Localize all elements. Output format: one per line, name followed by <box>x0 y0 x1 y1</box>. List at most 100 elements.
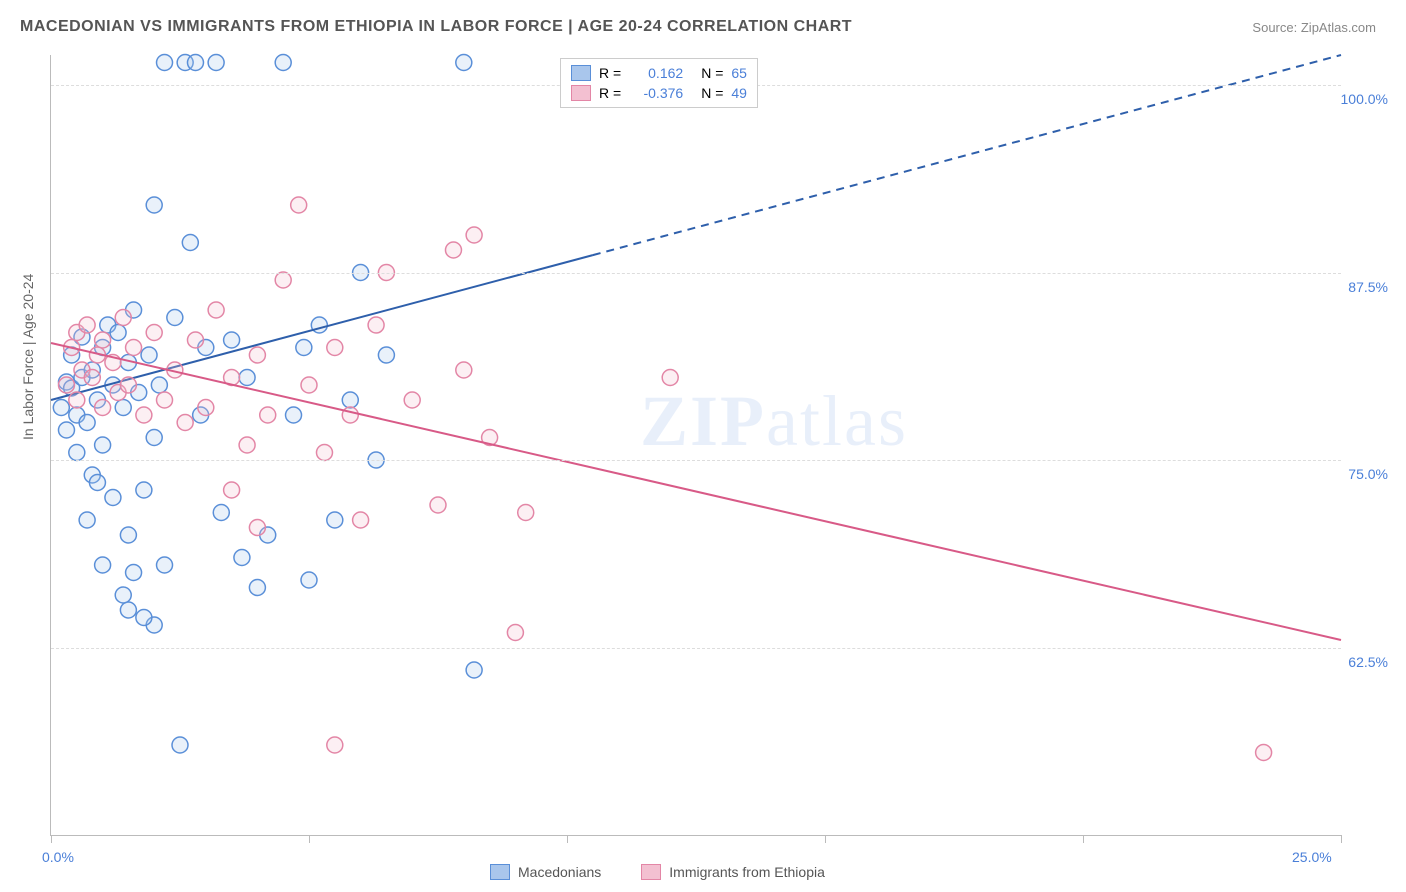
scatter-point <box>115 587 131 603</box>
scatter-point <box>187 55 203 71</box>
correlation-legend: R = 0.162 N = 65 R = -0.376 N = 49 <box>560 58 758 108</box>
scatter-point <box>430 497 446 513</box>
scatter-point <box>120 602 136 618</box>
scatter-point <box>110 325 126 341</box>
scatter-point <box>234 550 250 566</box>
xtick-label: 0.0% <box>42 849 74 865</box>
scatter-point <box>172 737 188 753</box>
scatter-point <box>105 490 121 506</box>
scatter-point <box>378 347 394 363</box>
scatter-point <box>141 347 157 363</box>
gridline <box>51 273 1341 274</box>
r-value-2: -0.376 <box>629 85 683 101</box>
scatter-point <box>249 580 265 596</box>
scatter-point <box>69 445 85 461</box>
scatter-point <box>208 55 224 71</box>
scatter-point <box>275 55 291 71</box>
scatter-point <box>507 625 523 641</box>
scatter-point <box>327 512 343 528</box>
ytick-label: 100.0% <box>1341 91 1388 107</box>
scatter-point <box>456 362 472 378</box>
scatter-point <box>466 227 482 243</box>
r-value-1: 0.162 <box>629 65 683 81</box>
scatter-point <box>126 340 142 356</box>
scatter-point <box>249 347 265 363</box>
scatter-point <box>518 505 534 521</box>
scatter-point <box>456 55 472 71</box>
scatter-point <box>95 437 111 453</box>
scatter-point <box>157 55 173 71</box>
xtick-mark <box>1341 835 1342 843</box>
trend-line <box>51 343 1341 640</box>
scatter-point <box>89 475 105 491</box>
scatter-point <box>58 377 74 393</box>
swatch-series1-icon <box>571 65 591 81</box>
scatter-point <box>187 332 203 348</box>
scatter-point <box>301 377 317 393</box>
scatter-point <box>115 310 131 326</box>
scatter-point <box>342 407 358 423</box>
scatter-point <box>58 422 74 438</box>
source-label: Source: <box>1252 20 1297 35</box>
scatter-point <box>327 340 343 356</box>
scatter-point <box>239 370 255 386</box>
scatter-point <box>136 610 152 626</box>
scatter-point <box>146 197 162 213</box>
source-value: ZipAtlas.com <box>1301 20 1376 35</box>
xtick-mark <box>825 835 826 843</box>
scatter-point <box>120 527 136 543</box>
scatter-point <box>115 400 131 416</box>
scatter-point <box>301 572 317 588</box>
scatter-point <box>353 512 369 528</box>
legend-item-1: Macedonians <box>490 864 601 880</box>
scatter-point <box>146 325 162 341</box>
scatter-point <box>198 400 214 416</box>
scatter-point <box>224 482 240 498</box>
scatter-point <box>1256 745 1272 761</box>
plot-area <box>50 55 1341 836</box>
scatter-point <box>177 415 193 431</box>
scatter-point <box>662 370 678 386</box>
series-legend: Macedonians Immigrants from Ethiopia <box>490 864 825 880</box>
scatter-point <box>95 400 111 416</box>
chart-svg <box>51 55 1341 835</box>
r-label: R = <box>599 85 621 101</box>
legend-label-2: Immigrants from Ethiopia <box>669 864 825 880</box>
legend-row-2: R = -0.376 N = 49 <box>571 83 747 103</box>
gridline <box>51 648 1341 649</box>
scatter-point <box>316 445 332 461</box>
scatter-point <box>445 242 461 258</box>
scatter-point <box>157 392 173 408</box>
scatter-point <box>213 505 229 521</box>
legend-row-1: R = 0.162 N = 65 <box>571 63 747 83</box>
scatter-point <box>239 437 255 453</box>
source-attribution: Source: ZipAtlas.com <box>1252 20 1376 35</box>
xtick-mark <box>309 835 310 843</box>
scatter-point <box>327 737 343 753</box>
scatter-point <box>249 520 265 536</box>
legend-label-1: Macedonians <box>518 864 601 880</box>
scatter-point <box>79 512 95 528</box>
xtick-label: 25.0% <box>1292 849 1332 865</box>
scatter-point <box>53 400 69 416</box>
ytick-label: 87.5% <box>1348 279 1388 295</box>
scatter-point <box>260 407 276 423</box>
y-axis-label: In Labor Force | Age 20-24 <box>20 274 36 440</box>
scatter-point <box>126 565 142 581</box>
scatter-point <box>466 662 482 678</box>
scatter-point <box>404 392 420 408</box>
scatter-point <box>167 310 183 326</box>
scatter-point <box>69 392 85 408</box>
scatter-point <box>95 557 111 573</box>
scatter-point <box>275 272 291 288</box>
scatter-point <box>79 317 95 333</box>
scatter-point <box>182 235 198 251</box>
n-value-2: 49 <box>731 85 747 101</box>
swatch-series2-icon <box>641 864 661 880</box>
scatter-point <box>136 407 152 423</box>
scatter-point <box>342 392 358 408</box>
chart-title: MACEDONIAN VS IMMIGRANTS FROM ETHIOPIA I… <box>20 18 852 36</box>
swatch-series2-icon <box>571 85 591 101</box>
n-label: N = <box>701 85 723 101</box>
scatter-point <box>368 317 384 333</box>
